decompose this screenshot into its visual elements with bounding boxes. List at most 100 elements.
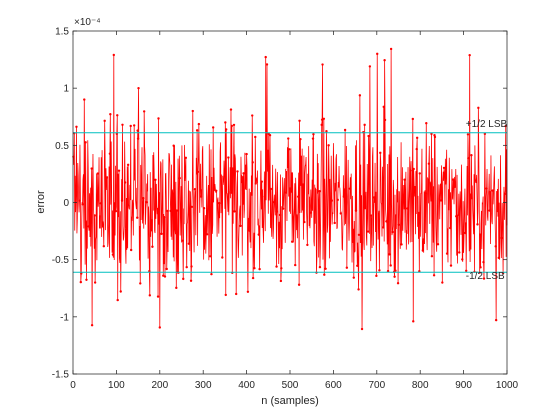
- x-tick-label: 900: [455, 380, 472, 391]
- data-point: [251, 276, 255, 280]
- data-point: [369, 214, 373, 217]
- data-point: [415, 136, 419, 140]
- data-point: [102, 245, 106, 248]
- data-point: [182, 277, 185, 281]
- data-point: [148, 294, 152, 297]
- data-point: [421, 249, 424, 252]
- data-point: [430, 255, 434, 258]
- data-point: [383, 118, 387, 122]
- data-point: [278, 213, 282, 217]
- x-tick-label: 300: [195, 380, 212, 391]
- data-point: [108, 152, 112, 155]
- data-point: [345, 266, 349, 269]
- data-point: [87, 225, 90, 228]
- data-point: [151, 245, 154, 248]
- data-point: [193, 188, 197, 191]
- data-point: [367, 134, 370, 138]
- data-point: [132, 124, 136, 127]
- data-point: [388, 253, 391, 256]
- data-point: [300, 155, 303, 158]
- data-point: [393, 275, 396, 278]
- data-point: [333, 221, 336, 225]
- data-point: [260, 180, 263, 183]
- data-point: [142, 197, 145, 200]
- data-point: [406, 207, 409, 210]
- data-point: [248, 229, 251, 233]
- data-point: [299, 137, 302, 141]
- data-point: [433, 135, 437, 139]
- data-point: [233, 210, 236, 213]
- y-tick-label: 1.5: [55, 27, 69, 38]
- y-tick-label: 0: [63, 198, 69, 209]
- x-tick-label: 500: [282, 380, 299, 391]
- x-tick-label: 200: [151, 380, 168, 391]
- data-point: [279, 279, 283, 283]
- data-point: [318, 190, 321, 193]
- data-point: [360, 327, 364, 331]
- data-point: [197, 122, 201, 126]
- data-point: [123, 181, 127, 184]
- data-point: [356, 264, 359, 267]
- y-axis-ticks: -1.5 -1 -0.5 0 0.5 1 1.5: [52, 27, 507, 381]
- data-point: [325, 130, 328, 133]
- data-point: [224, 293, 227, 297]
- data-point: [169, 209, 172, 213]
- data-point: [254, 135, 257, 139]
- data-point: [166, 209, 169, 213]
- data-point: [494, 245, 497, 248]
- data-point: [468, 53, 471, 57]
- data-point: [190, 205, 194, 209]
- data-point: [251, 161, 254, 164]
- data-point: [467, 156, 470, 160]
- data-point: [373, 196, 376, 199]
- data-point: [430, 132, 433, 136]
- data-point: [230, 191, 233, 194]
- data-point: [294, 263, 297, 267]
- data-point: [189, 279, 193, 282]
- data-point: [378, 269, 381, 272]
- data-point: [412, 320, 415, 323]
- data-point: [117, 169, 121, 172]
- data-point: [281, 207, 285, 210]
- data-point: [339, 212, 342, 215]
- data-point: [190, 265, 193, 268]
- data-point: [476, 223, 479, 226]
- data-point: [272, 201, 276, 204]
- data-point: [211, 126, 215, 129]
- annotations: +1/2 LSB -1/2 LSB: [466, 119, 508, 282]
- data-point: [324, 267, 327, 270]
- data-point: [258, 267, 261, 271]
- data-point: [320, 123, 323, 127]
- data-point: [202, 207, 206, 210]
- data-point: [322, 117, 326, 121]
- data-point: [221, 256, 224, 259]
- data-point: [383, 59, 386, 62]
- data-point: [246, 290, 250, 293]
- data-point: [90, 167, 93, 170]
- data-point: [479, 266, 482, 269]
- data-point: [126, 163, 130, 167]
- x-tick-label: 0: [70, 380, 76, 391]
- data-point: [263, 195, 267, 198]
- data-point: [465, 269, 468, 272]
- data-point: [389, 47, 393, 51]
- data-point: [142, 110, 146, 113]
- data-point: [257, 233, 260, 236]
- data-point: [129, 248, 133, 252]
- data-point: [199, 195, 203, 198]
- data-point: [358, 94, 362, 97]
- data-point: [491, 189, 494, 192]
- data-point: [284, 191, 288, 194]
- y-axis-label: error: [35, 190, 47, 214]
- data-point: [185, 265, 188, 269]
- data-point: [375, 274, 378, 278]
- data-point: [287, 137, 290, 140]
- data-point: [157, 117, 160, 120]
- data-point: [343, 128, 347, 132]
- data-point: [436, 243, 440, 246]
- data-point: [90, 324, 94, 327]
- data-point: [232, 123, 236, 127]
- data-point: [415, 147, 418, 151]
- data-point: [504, 124, 507, 128]
- data-point: [379, 151, 382, 155]
